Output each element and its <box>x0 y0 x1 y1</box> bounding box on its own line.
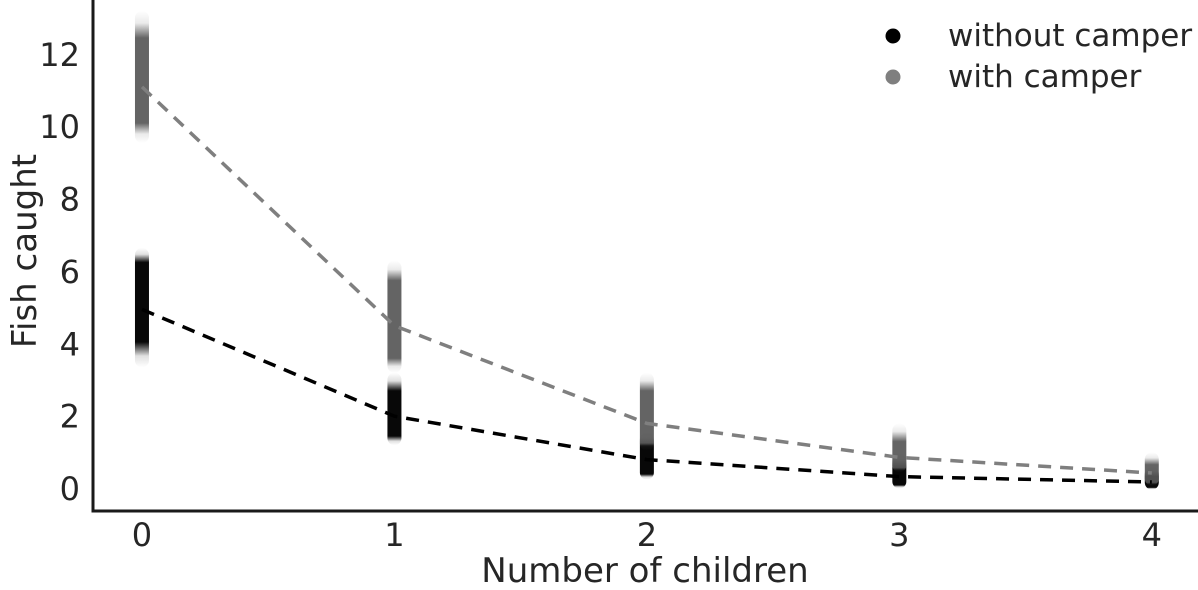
cluster-without-camper-x0 <box>134 247 149 368</box>
cluster-with-camper-x4 <box>1144 452 1159 486</box>
legend-label: without camper <box>948 18 1192 54</box>
cluster-with-camper-x0 <box>134 10 149 143</box>
legend-marker-icon <box>885 69 901 85</box>
legend: without camper with camper <box>885 18 1192 95</box>
y-tick-label: 0 <box>60 470 80 508</box>
legend-label: with camper <box>948 59 1142 95</box>
y-tick-label: 4 <box>60 325 80 363</box>
x-tick-label: 2 <box>637 516 657 554</box>
x-tick-label: 1 <box>384 516 404 554</box>
y-tick-label: 2 <box>60 398 80 436</box>
legend-entry-with-camper: with camper <box>885 59 1142 95</box>
x-tick-label: 0 <box>132 516 152 554</box>
x-axis-label: Number of children <box>481 551 808 590</box>
cluster-with-camper-x1 <box>387 260 402 373</box>
y-tick-label: 10 <box>39 108 80 146</box>
cluster-with-camper-x2 <box>639 372 654 451</box>
y-axis-label: Fish caught <box>5 154 45 348</box>
trend-line-without-camper <box>141 307 1152 484</box>
legend-entry-without-camper: without camper <box>885 18 1192 54</box>
cluster-with-camper-x3 <box>892 423 907 473</box>
y-tick-label: 8 <box>60 181 80 219</box>
y-tick-label: 6 <box>60 253 80 291</box>
trend-line-with-camper <box>140 85 1152 475</box>
legend-marker-icon <box>885 28 901 44</box>
y-tick-label: 12 <box>39 36 80 74</box>
x-tick-label: 4 <box>1142 516 1162 554</box>
cluster-without-camper-x1 <box>387 372 402 446</box>
x-tick-label: 3 <box>889 516 909 554</box>
